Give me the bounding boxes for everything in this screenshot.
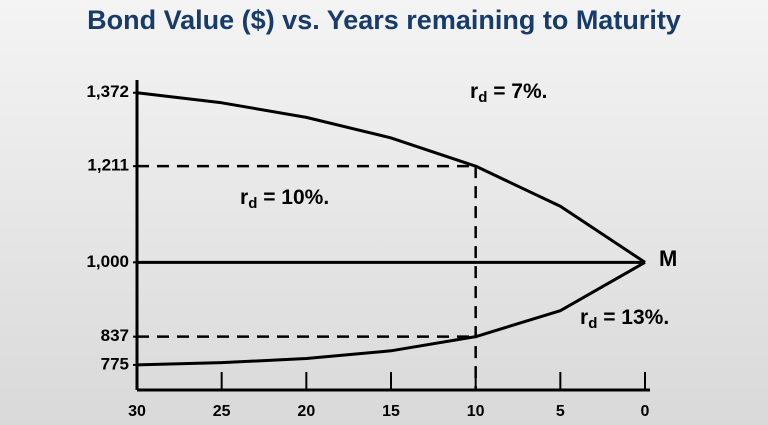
x-tick-label: 15 (382, 403, 400, 420)
x-tick-label: 5 (556, 403, 565, 420)
y-tick-label: 1,211 (87, 156, 129, 175)
series-label: rd = 10%. (240, 186, 329, 212)
series-line (136, 91, 646, 264)
x-tick-label: 25 (213, 403, 231, 420)
series-label: rd = 13%. (580, 306, 669, 332)
x-tick-label: 30 (128, 403, 146, 420)
x-tick-label: 0 (641, 403, 650, 420)
x-tick-label: 10 (467, 403, 485, 420)
y-tick-label: 1,000 (86, 252, 129, 271)
y-tick-label: 775 (101, 354, 129, 373)
series-label: rd = 7%. (470, 80, 547, 106)
x-tick-label: 20 (297, 403, 315, 420)
y-tick-label: 1,372 (86, 82, 129, 101)
chart-title: Bond Value ($) vs. Years remaining to Ma… (87, 5, 681, 35)
annotation: M (659, 246, 677, 271)
y-tick-label: 837 (101, 326, 129, 345)
series-line (136, 261, 646, 367)
